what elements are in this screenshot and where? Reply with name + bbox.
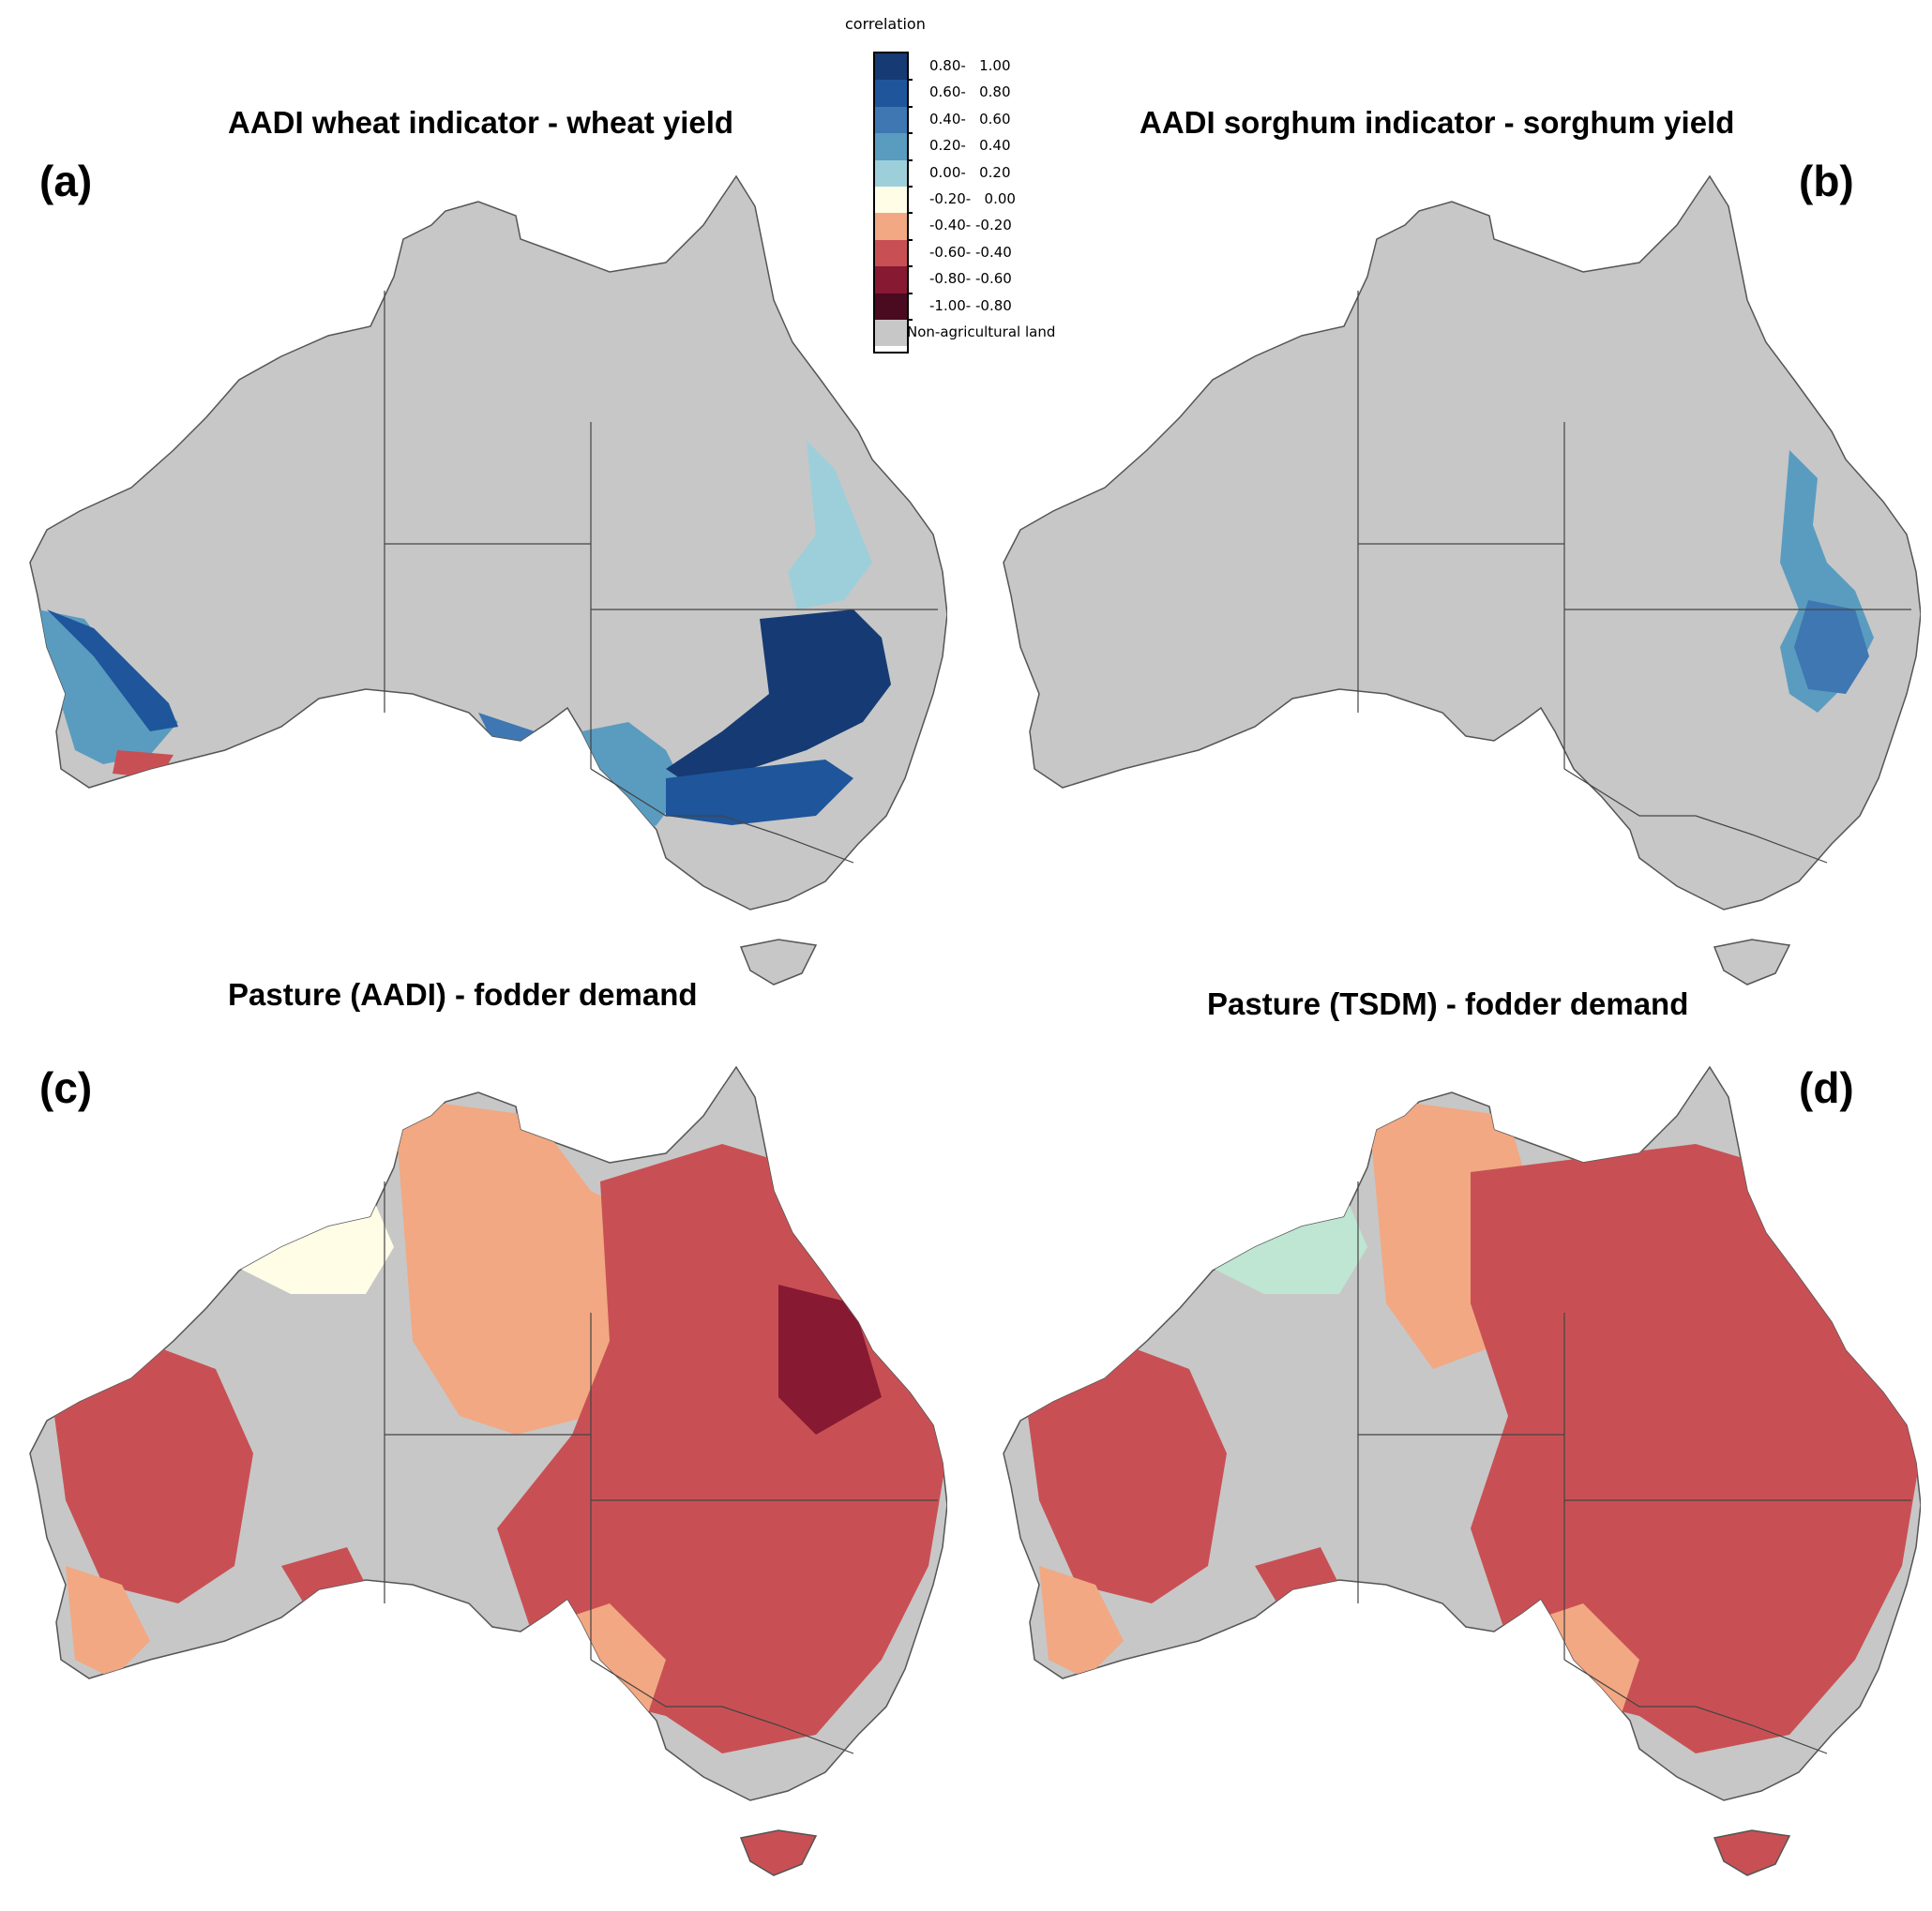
legend-swatch: [875, 187, 907, 214]
region-qld-wheat: [788, 441, 872, 609]
region-east-pasture: [1471, 1144, 1921, 1753]
legend-label: 0.00- 0.20: [929, 163, 1011, 181]
region-sw-wa: [66, 1566, 150, 1678]
legend-label: 0.40- 0.60: [929, 110, 1011, 128]
legend-swatch: [875, 266, 907, 293]
legend-tick: [907, 265, 913, 268]
panel-b-letter: (b): [1799, 157, 1854, 205]
region-qld-strong: [778, 1285, 882, 1435]
legend-label: -0.40- -0.20: [929, 217, 1012, 234]
map-panel-d: [1003, 1066, 1921, 1876]
legend-tick: [907, 212, 913, 215]
tasmania-landmass: [1713, 1829, 1790, 1876]
legend-tick: [907, 319, 913, 321]
region-wa-negative: [113, 750, 174, 778]
legend-swatch: [875, 106, 907, 134]
region-nullarbor: [1255, 1547, 1339, 1613]
legend-swatch: [875, 293, 907, 320]
legend-swatch: [875, 320, 907, 347]
legend-tick: [907, 132, 913, 135]
region-wa-wheat-strong: [47, 609, 178, 731]
legend-tick: [907, 105, 913, 108]
panel-a-letter: (a): [39, 157, 93, 205]
region-nsw-wheat: [666, 609, 891, 788]
tasmania-landmass: [1713, 939, 1790, 986]
legend-tick: [907, 79, 913, 82]
panel-b-title: AADI sorghum indicator - sorghum yield: [1140, 105, 1735, 140]
panel-d-title: Pasture (TSDM) - fodder demand: [1207, 986, 1689, 1021]
legend-colorbar: [873, 52, 913, 354]
legend-label: 0.80- 1.00: [929, 57, 1011, 74]
panel-c-title: Pasture (AADI) - fodder demand: [228, 977, 698, 1012]
legend-label: Non-agricultural land: [907, 324, 1056, 340]
region-vic-wheat: [666, 760, 853, 825]
legend-tick: [907, 292, 913, 294]
legend-label: -0.20- 0.00: [929, 190, 1016, 207]
region-wa-pasture: [47, 1341, 253, 1603]
region-east-pasture: [497, 1144, 947, 1753]
legend-title: correlation: [845, 15, 926, 33]
legend-swatch: [875, 213, 907, 240]
legend-label: 0.20- 0.40: [929, 137, 1011, 155]
region-sw-wa: [1039, 1566, 1124, 1678]
region-wa-pasture: [1020, 1341, 1227, 1603]
region-nullarbor: [281, 1547, 366, 1613]
legend-tick: [907, 186, 913, 188]
legend-swatch: [875, 80, 907, 107]
legend-swatch: [875, 239, 907, 267]
legend-tick: [907, 158, 913, 161]
region-nt: [394, 1097, 666, 1435]
map-panel-c: [29, 1066, 947, 1876]
legend-label: -0.60- -0.40: [929, 243, 1012, 261]
map-panel-a: [29, 175, 947, 986]
panel-a-title: AADI wheat indicator - wheat yield: [228, 105, 734, 140]
legend-swatch: [875, 159, 907, 187]
tasmania-landmass: [740, 1829, 817, 1876]
region-sorghum-strong: [1794, 600, 1869, 694]
legend-tick: [907, 238, 913, 241]
panel-d-letter: (d): [1799, 1063, 1854, 1112]
legend-swatch: [875, 53, 907, 81]
legend-label: -1.00- -0.80: [929, 296, 1012, 314]
tasmania-landmass: [740, 939, 817, 986]
map-panel-b: [1003, 175, 1921, 986]
legend-swatch: [875, 133, 907, 160]
legend-label: 0.60- 0.80: [929, 83, 1011, 101]
region-wa-wheat: [38, 609, 178, 764]
panel-c-letter: (c): [39, 1063, 93, 1112]
color-legend: correlation 0.80- 1.00 0.60- 0.80 0.40- 0.…: [839, 9, 1149, 356]
legend-label: -0.80- -0.60: [929, 270, 1012, 288]
